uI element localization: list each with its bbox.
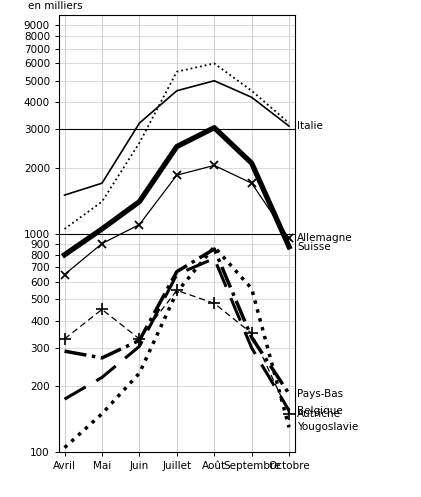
Text: Allemagne: Allemagne <box>297 234 353 244</box>
Text: Pays-Bas: Pays-Bas <box>297 389 344 399</box>
Text: Italie: Italie <box>297 121 323 131</box>
Text: Belgique: Belgique <box>297 406 343 415</box>
Text: Autriche: Autriche <box>297 409 341 419</box>
Text: Yougoslavie: Yougoslavie <box>297 422 359 432</box>
Text: Suisse: Suisse <box>297 242 331 252</box>
Text: en milliers: en milliers <box>28 0 83 10</box>
